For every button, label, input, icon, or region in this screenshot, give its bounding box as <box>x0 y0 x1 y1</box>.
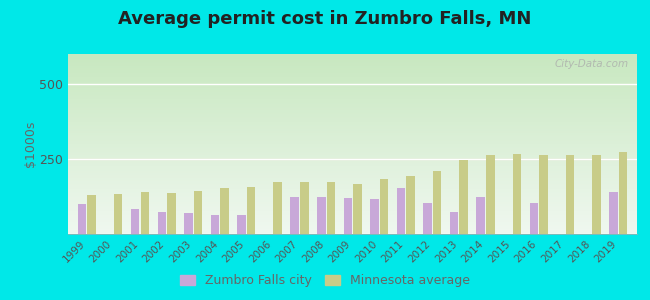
Bar <box>274 182 282 234</box>
Bar <box>460 160 468 234</box>
Bar <box>344 198 352 234</box>
Bar <box>211 214 219 234</box>
Bar <box>433 171 441 234</box>
Bar <box>131 208 140 234</box>
Bar <box>609 192 618 234</box>
Bar <box>476 196 485 234</box>
Bar <box>167 193 176 234</box>
Bar <box>326 182 335 234</box>
Bar <box>300 182 309 234</box>
Bar <box>380 179 388 234</box>
Bar <box>78 204 86 234</box>
Bar <box>530 202 538 234</box>
Bar <box>291 196 299 234</box>
Bar <box>140 192 149 234</box>
Bar <box>619 152 627 234</box>
Y-axis label: $1000s: $1000s <box>23 121 36 167</box>
Bar <box>423 202 432 234</box>
Bar <box>114 194 122 234</box>
Bar <box>184 213 192 234</box>
Bar <box>317 196 326 234</box>
Bar <box>592 155 601 234</box>
Bar <box>194 191 202 234</box>
Bar <box>157 212 166 234</box>
Bar <box>540 155 548 234</box>
Bar <box>247 187 255 234</box>
Bar <box>87 195 96 234</box>
Bar <box>220 188 229 234</box>
Bar <box>353 184 361 234</box>
Bar <box>513 154 521 234</box>
Legend: Zumbro Falls city, Minnesota average: Zumbro Falls city, Minnesota average <box>176 269 474 292</box>
Bar <box>370 199 379 234</box>
Text: City-Data.com: City-Data.com <box>554 59 629 69</box>
Bar <box>486 155 495 234</box>
Bar <box>450 212 458 234</box>
Bar <box>566 155 575 234</box>
Bar <box>396 188 405 234</box>
Bar <box>406 176 415 234</box>
Bar <box>237 214 246 234</box>
Text: Average permit cost in Zumbro Falls, MN: Average permit cost in Zumbro Falls, MN <box>118 11 532 28</box>
